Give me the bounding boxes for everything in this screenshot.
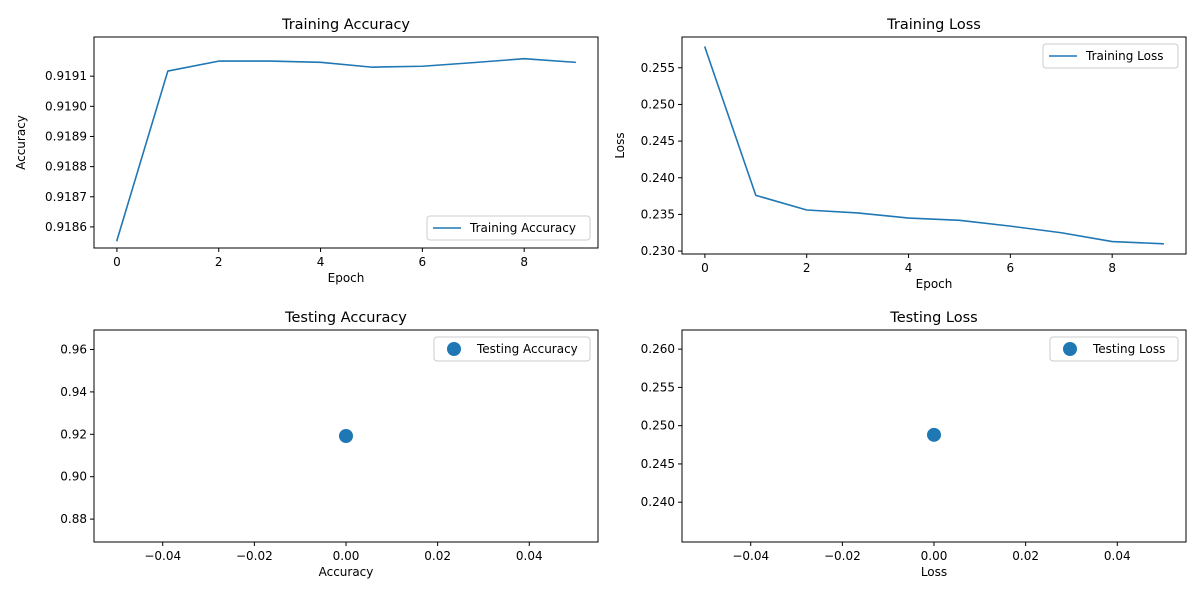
- training-accuracy-y-tick-label: 0.9191: [45, 69, 87, 83]
- testing-loss-x-tick-label: −0.04: [732, 549, 769, 563]
- training-loss-x-tick-label: 4: [905, 261, 913, 275]
- training-accuracy-legend: Training Accuracy: [426, 215, 591, 241]
- testing-accuracy-x-tick-label: 0.02: [424, 549, 451, 563]
- testing-loss-chart: −0.04 −0.02 0.00 0.02 0.04 0.240 0.245 0.250 0.2…: [641, 310, 1187, 579]
- testing-loss-x-tick-label: 0.02: [1012, 549, 1039, 563]
- training-loss-axes-frame: [681, 36, 1187, 255]
- training-accuracy-y-tick-label: 0.9189: [45, 129, 87, 143]
- testing-accuracy-data-point: [339, 429, 353, 443]
- testing-loss-y-tick-label: 0.240: [641, 495, 675, 509]
- training-loss-series-line: [703, 46, 1164, 245]
- testing-accuracy-legend-label: Testing Accuracy: [476, 342, 578, 356]
- training-loss-y-tick-label: 0.255: [641, 61, 675, 75]
- training-loss-x-tick-label: 0: [701, 261, 709, 275]
- testing-loss-y-tick-label: 0.250: [641, 419, 675, 433]
- training-accuracy-axes-frame: [93, 36, 599, 249]
- testing-accuracy-x-tick-label: −0.02: [236, 549, 273, 563]
- training-accuracy-legend-box: [426, 215, 591, 241]
- training-loss-x-axis-label: Epoch: [916, 277, 953, 291]
- testing-accuracy-y-tick-label: 0.90: [60, 470, 87, 484]
- testing-loss-x-tick-label: 0.04: [1104, 549, 1131, 563]
- testing-loss-legend-marker-swatch: [1063, 342, 1077, 356]
- testing-loss-y-tick-label: 0.245: [641, 457, 675, 471]
- testing-accuracy-legend: Testing Accuracy: [433, 336, 591, 362]
- training-loss-legend-box: [1042, 43, 1179, 69]
- testing-accuracy-x-tick-label: 0.00: [333, 549, 360, 563]
- testing-accuracy-y-tick-label: 0.92: [60, 427, 87, 441]
- training-loss-legend: Training Loss: [1042, 43, 1179, 69]
- testing-accuracy-title: Testing Accuracy: [284, 310, 407, 326]
- testing-loss-x-tick-label: −0.02: [824, 549, 861, 563]
- testing-accuracy-y-tick-label: 0.88: [60, 512, 87, 526]
- training-loss-legend-label: Training Loss: [1085, 49, 1163, 63]
- testing-loss-y-tick-label: 0.255: [641, 380, 675, 394]
- training-loss-y-tick-label: 0.250: [641, 97, 675, 111]
- testing-loss-x-tick-label: 0.00: [921, 549, 948, 563]
- testing-loss-y-tick-label: 0.260: [641, 342, 675, 356]
- testing-accuracy-legend-marker-swatch: [447, 342, 461, 356]
- training-accuracy-series-line: [115, 57, 576, 242]
- training-accuracy-y-axis-label: Accuracy: [14, 115, 28, 170]
- training-accuracy-x-axis-label: Epoch: [328, 271, 365, 285]
- training-loss-y-tick-label: 0.245: [641, 134, 675, 148]
- training-accuracy-y-tick-label: 0.9188: [45, 160, 87, 174]
- training-loss-y-axis-label: Loss: [613, 132, 627, 158]
- testing-loss-legend: Testing Loss: [1049, 336, 1179, 362]
- training-loss-y-tick-label: 0.240: [641, 171, 675, 185]
- training-accuracy-chart: 0 2 4 6 8 0.9186 0.9187 0.9188 0.9189 0.9190 0.919…: [14, 17, 599, 285]
- testing-loss-legend-box: [1049, 336, 1179, 362]
- training-accuracy-x-tick-label: 0: [113, 255, 121, 269]
- training-loss-y-tick-label: 0.235: [641, 207, 675, 221]
- testing-accuracy-x-axis-label: Accuracy: [319, 565, 374, 579]
- testing-accuracy-y-tick-label: 0.96: [60, 343, 87, 357]
- training-accuracy-x-tick-label: 6: [419, 255, 427, 269]
- training-loss-x-tick-label: 8: [1108, 261, 1116, 275]
- testing-accuracy-chart: −0.04 −0.02 0.00 0.02 0.04 0.88 0.90 0.92 0.94 0.…: [60, 310, 599, 579]
- testing-loss-title: Testing Loss: [889, 310, 977, 326]
- training-accuracy-x-tick-label: 4: [317, 255, 325, 269]
- training-loss-title: Training Loss: [886, 17, 981, 33]
- training-accuracy-legend-label: Training Accuracy: [469, 221, 576, 235]
- training-accuracy-x-tick-label: 8: [520, 255, 528, 269]
- testing-loss-x-axis-label: Loss: [921, 565, 947, 579]
- testing-loss-data-point: [927, 427, 941, 442]
- training-loss-y-tick-label: 0.230: [641, 244, 675, 258]
- training-loss-chart: 0 2 4 6 8 0.230 0.235 0.240 0.245 0.250 0.255 Train…: [613, 17, 1187, 291]
- training-loss-x-tick-label: 6: [1007, 261, 1015, 275]
- testing-loss-legend-label: Testing Loss: [1092, 342, 1165, 356]
- training-accuracy-x-tick-label: 2: [215, 255, 223, 269]
- training-accuracy-y-tick-label: 0.9187: [45, 190, 87, 204]
- training-accuracy-y-tick-label: 0.9186: [45, 220, 87, 234]
- testing-accuracy-x-tick-label: 0.04: [516, 549, 543, 563]
- training-loss-x-tick-label: 2: [803, 261, 811, 275]
- training-accuracy-title: Training Accuracy: [281, 17, 410, 33]
- training-accuracy-y-tick-label: 0.9190: [45, 99, 87, 113]
- testing-accuracy-x-tick-label: −0.04: [144, 549, 181, 563]
- testing-accuracy-y-tick-label: 0.94: [60, 385, 87, 399]
- testing-accuracy-legend-box: [433, 336, 591, 362]
